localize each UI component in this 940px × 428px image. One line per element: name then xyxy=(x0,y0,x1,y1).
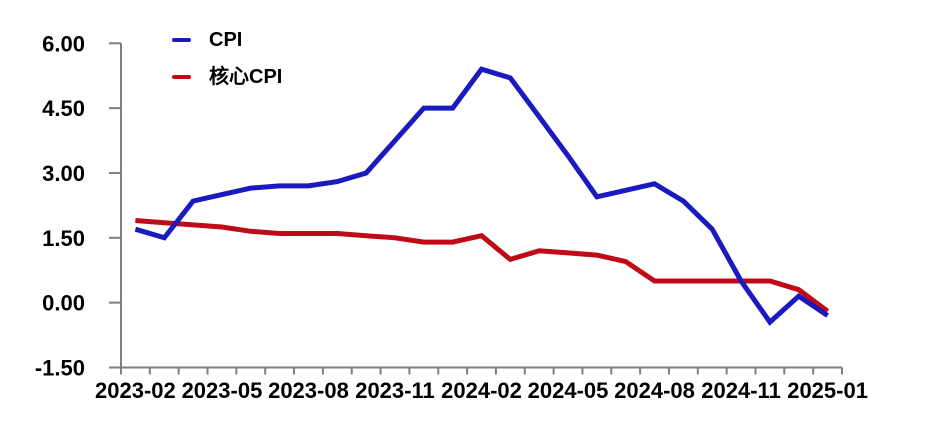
y-axis-tick-label: 6.00 xyxy=(42,31,85,56)
x-axis-tick-label: 2023-08 xyxy=(268,378,349,403)
cpi-line xyxy=(134,66,829,326)
y-axis-tick-label: 0.00 xyxy=(42,291,85,316)
x-axis-tick-label: 2023-02 xyxy=(95,378,176,403)
legend: CPI 核心CPI xyxy=(172,25,282,99)
cpi-line-swatch-icon xyxy=(172,38,191,42)
y-axis-tick-label: 3.00 xyxy=(42,161,85,186)
legend-item-core-cpi: 核心CPI xyxy=(172,62,282,92)
axes xyxy=(109,42,843,375)
core-cpi-line xyxy=(135,218,830,314)
y-axis-tick-label: -1.50 xyxy=(35,356,85,381)
core-cpi-legend-label: 核心CPI xyxy=(209,66,283,88)
x-axis-tick-label: 2024-11 xyxy=(701,378,781,403)
x-axis-tick-label: 2025-01 xyxy=(787,378,868,403)
x-axis-tick-label: 2024-08 xyxy=(614,378,695,403)
y-axis-tick-label: 4.50 xyxy=(42,96,85,121)
y-axis-tick-label: 1.50 xyxy=(42,226,85,251)
x-axis-tick-label: 2024-02 xyxy=(441,378,522,403)
x-axis-tick-label: 2023-05 xyxy=(182,378,263,403)
x-axis-tick-label: 2024-05 xyxy=(528,378,609,403)
cpi-legend-label: CPI xyxy=(209,29,243,51)
series-lines xyxy=(134,66,830,326)
legend-item-cpi: CPI xyxy=(172,25,282,55)
core-cpi-line-swatch-icon xyxy=(172,75,191,79)
x-axis-tick-label: 2023-11 xyxy=(355,378,435,403)
